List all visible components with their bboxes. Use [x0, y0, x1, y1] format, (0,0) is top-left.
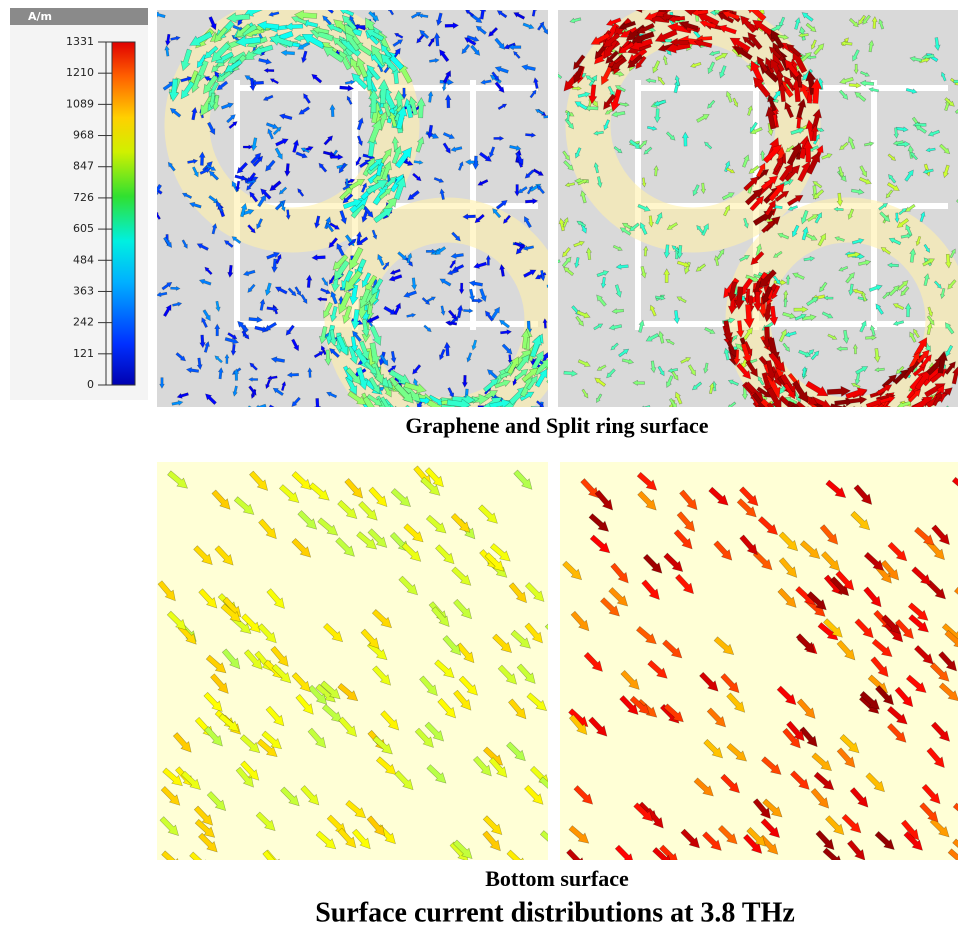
arrow [832, 416, 849, 424]
arrow [781, 416, 804, 434]
arrow [886, 428, 909, 439]
arrow [809, 431, 835, 449]
arrow [683, 0, 702, 4]
arrow [654, 0, 679, 11]
arrow [828, 420, 852, 438]
colorbar-tick-label: 1331 [66, 35, 94, 48]
arrow [866, 423, 886, 434]
arrow [250, 0, 267, 4]
arrow [646, 0, 665, 11]
arrow [822, 424, 848, 444]
arrow [883, 430, 901, 438]
arrow [842, 431, 860, 444]
colorbar-tick-label: 363 [73, 284, 94, 297]
arrow [390, 414, 407, 431]
arrow [873, 433, 890, 442]
arrow [273, 0, 289, 8]
arrow [904, 407, 927, 421]
arrow [692, 0, 708, 2]
colorbar-tick-label: 484 [73, 253, 94, 266]
panel-bottom-right [560, 462, 958, 860]
arrow [811, 422, 837, 440]
colorbar-tick-label: 726 [73, 191, 94, 204]
arrow [847, 406, 870, 417]
arrow [812, 408, 832, 421]
arrow [789, 404, 808, 426]
caption-top: Graphene and Split ring surface [405, 413, 708, 438]
arrow [275, 0, 293, 8]
arrow [776, 409, 796, 427]
colorbar-tick-label: 605 [73, 222, 94, 235]
arrow [842, 412, 864, 424]
arrow [665, 0, 688, 2]
arrow [801, 432, 822, 448]
arrow [844, 435, 871, 452]
arrow [769, 407, 785, 426]
colorbar-tick-label: 968 [73, 129, 94, 142]
colorbar-tick-label: 847 [73, 160, 94, 173]
arrow [872, 428, 895, 442]
grid-bar [237, 321, 538, 327]
arrow [839, 427, 865, 443]
arrow [843, 405, 863, 416]
arrow [835, 423, 856, 434]
colorbar-tick-label: 1210 [66, 66, 94, 79]
arrow [912, 414, 929, 426]
arrow [892, 408, 911, 423]
caption-bottom: Bottom surface [485, 866, 629, 891]
arrow [826, 437, 844, 450]
colorbar-tick-label: 121 [73, 347, 94, 360]
arrow [291, 0, 312, 3]
colorbar-tick-label: 0 [87, 378, 94, 391]
arrow [825, 431, 843, 439]
figure-caption: Surface current distributions at 3.8 THz [315, 897, 795, 928]
arrow [883, 414, 900, 425]
arrow [870, 420, 887, 432]
arrow [919, 405, 936, 423]
colorbar-tick-label: 242 [73, 316, 94, 329]
arrow [834, 417, 851, 428]
figure: A/m 133112101089968847726605484363242121… [0, 0, 958, 932]
colorbar-unit: A/m [28, 10, 52, 23]
arrow [547, 282, 559, 288]
arrow [878, 419, 900, 436]
arrow [834, 430, 855, 444]
arrow [884, 407, 904, 419]
arrow [287, 0, 310, 10]
colorbar [112, 42, 135, 385]
colorbar-tick-label: 1089 [66, 97, 94, 110]
